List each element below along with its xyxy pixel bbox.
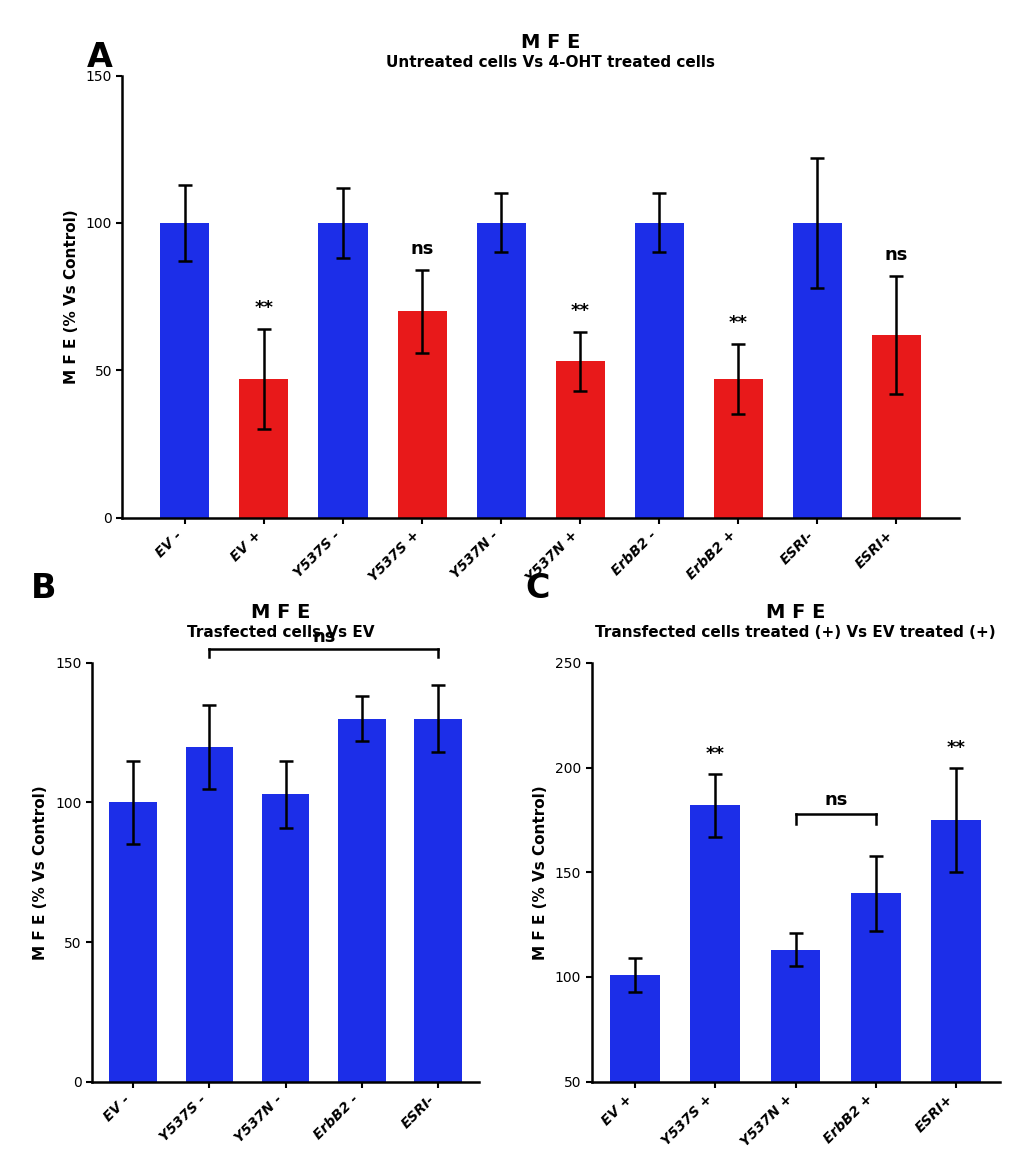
Bar	[338, 719, 385, 1082]
Bar	[871, 335, 920, 518]
Bar	[713, 379, 762, 518]
Text: **: **	[728, 314, 747, 331]
Text: M F E: M F E	[521, 34, 580, 52]
Text: C: C	[525, 572, 549, 605]
Bar	[476, 223, 525, 518]
Bar	[634, 223, 683, 518]
Text: Transfected cells treated (+) Vs EV treated (+): Transfected cells treated (+) Vs EV trea…	[595, 625, 995, 640]
Text: ns: ns	[312, 628, 335, 647]
Text: M F E: M F E	[251, 604, 310, 622]
Text: M F E: M F E	[765, 604, 824, 622]
Bar	[262, 794, 309, 1082]
Text: A: A	[87, 41, 112, 73]
Text: **: **	[254, 299, 273, 317]
Bar	[555, 362, 604, 518]
Bar	[185, 747, 232, 1082]
Bar	[109, 802, 157, 1082]
Bar	[770, 950, 819, 1163]
Bar	[690, 805, 740, 1163]
Bar	[850, 893, 900, 1163]
Bar	[792, 223, 841, 518]
Bar	[930, 820, 980, 1163]
Text: ns: ns	[410, 241, 433, 258]
Bar	[239, 379, 288, 518]
Text: Trasfected cells Vs EV: Trasfected cells Vs EV	[186, 625, 374, 640]
Bar	[414, 719, 462, 1082]
Text: B: B	[31, 572, 56, 605]
Bar	[318, 223, 367, 518]
Bar	[160, 223, 209, 518]
Text: **: **	[705, 745, 725, 763]
Text: **: **	[570, 302, 589, 320]
Text: ns: ns	[823, 792, 847, 809]
Bar	[609, 975, 659, 1163]
Text: ns: ns	[883, 247, 907, 264]
Y-axis label: M F E (% Vs Control): M F E (% Vs Control)	[532, 785, 547, 959]
Y-axis label: M F E (% Vs Control): M F E (% Vs Control)	[63, 209, 78, 384]
Bar	[397, 312, 446, 518]
Text: Untreated cells Vs 4-OHT treated cells: Untreated cells Vs 4-OHT treated cells	[386, 55, 714, 70]
Text: **: **	[946, 740, 965, 757]
Y-axis label: M F E (% Vs Control): M F E (% Vs Control)	[33, 785, 48, 959]
